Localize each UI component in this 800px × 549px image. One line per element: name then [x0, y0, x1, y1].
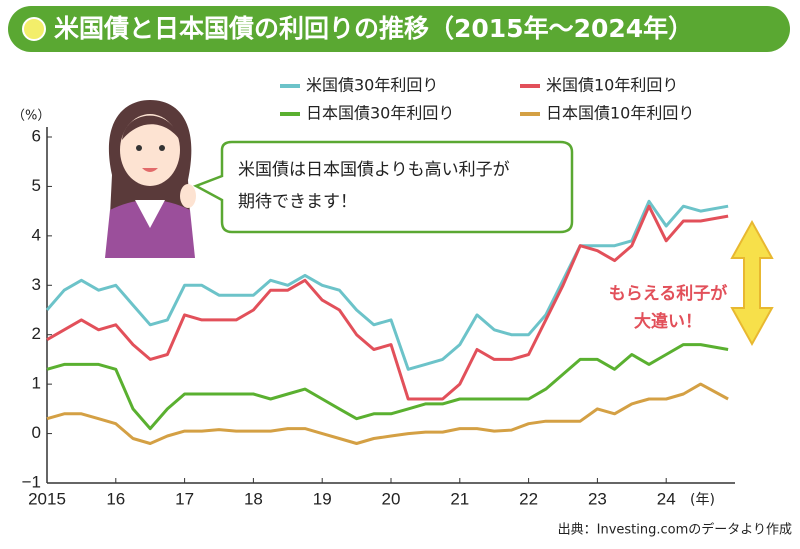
- legend-label: 米国債30年利回り: [306, 76, 438, 95]
- x-tick-label: 18: [244, 489, 263, 508]
- source: 出典：Investing.comのデータより作成: [558, 522, 792, 538]
- x-tick-label: 19: [313, 489, 332, 508]
- x-tick-label: 23: [588, 489, 607, 508]
- annotation: もらえる利子が: [609, 283, 728, 304]
- x-unit: (年): [690, 492, 715, 508]
- y-tick-label: −1: [22, 472, 41, 491]
- x-tick-label: 22: [519, 489, 538, 508]
- legend-label: 日本国債30年利回り: [306, 104, 454, 123]
- speech-bubble: [193, 140, 574, 234]
- bubble-text: 米国債は日本国債よりも高い利子が: [238, 160, 510, 180]
- x-tick-label: 20: [382, 489, 401, 508]
- x-tick-label: 16: [106, 489, 125, 508]
- y-tick-label: 6: [32, 126, 41, 145]
- y-tick-label: 5: [32, 176, 41, 195]
- y-unit: （%）: [12, 109, 50, 124]
- y-tick-label: 3: [32, 275, 41, 294]
- legend-label: 米国債10年利回り: [546, 76, 678, 95]
- series-line: [46, 204, 729, 401]
- bubble-text: 期待できます！: [238, 192, 357, 212]
- x-tick-label: 17: [175, 489, 194, 508]
- x-tick-label: 2015: [28, 489, 66, 508]
- illustration: [105, 100, 196, 258]
- title-bar: [8, 6, 790, 52]
- double-arrow: [730, 219, 774, 347]
- y-tick-label: 1: [32, 374, 41, 393]
- chart-title: 米国債と日本国債の利回りの推移（2015年～2024年）: [54, 14, 693, 43]
- x-tick-label: 24: [657, 489, 676, 508]
- series-line: [46, 382, 729, 445]
- y-tick-label: 0: [32, 423, 41, 442]
- legend-label: 日本国債10年利回り: [546, 104, 694, 123]
- x-tick-label: 21: [450, 489, 469, 508]
- series-line: [46, 343, 729, 431]
- title-dot: [22, 17, 46, 41]
- series-line: [45, 199, 729, 371]
- y-tick-label: 2: [32, 324, 41, 343]
- y-tick-label: 4: [32, 225, 41, 244]
- annotation: 大違い！: [634, 311, 702, 332]
